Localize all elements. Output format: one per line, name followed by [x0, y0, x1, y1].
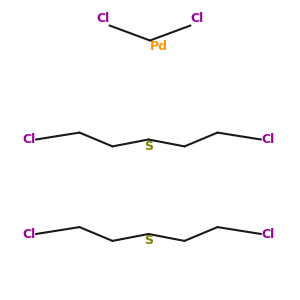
Text: S: S	[144, 234, 153, 247]
Text: Cl: Cl	[23, 133, 36, 146]
Text: Cl: Cl	[96, 13, 110, 26]
Text: Cl: Cl	[261, 133, 274, 146]
Text: Cl: Cl	[23, 227, 36, 241]
Text: Pd: Pd	[150, 40, 168, 53]
Text: S: S	[144, 140, 153, 152]
Text: Cl: Cl	[190, 13, 204, 26]
Text: Cl: Cl	[261, 227, 274, 241]
